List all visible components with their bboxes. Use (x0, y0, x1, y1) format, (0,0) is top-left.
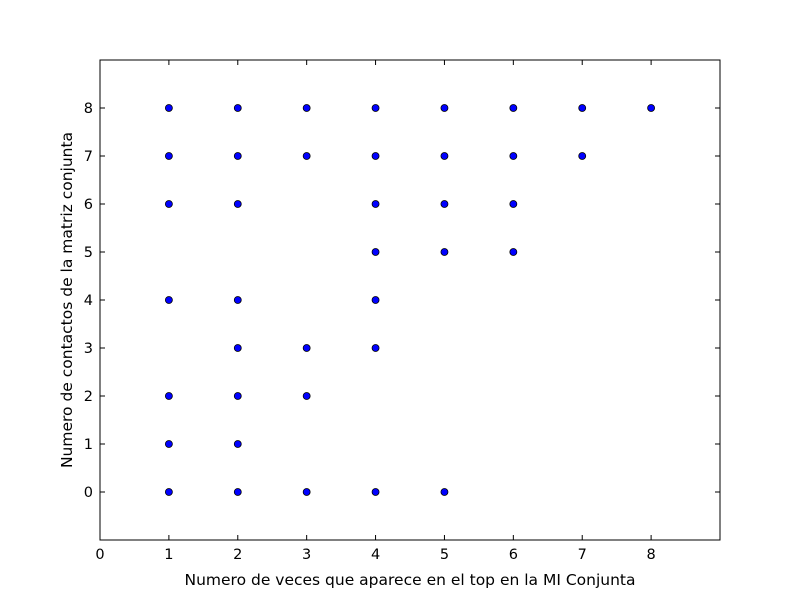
axis-ticks (99, 60, 720, 540)
x-tick-label: 1 (164, 547, 173, 563)
data-point (164, 200, 173, 208)
x-tick-label: 0 (95, 547, 104, 563)
data-point (371, 200, 380, 208)
y-tick-label: 2 (84, 389, 93, 405)
data-point (509, 248, 518, 256)
y-tick-label: 3 (84, 341, 93, 357)
data-point (371, 296, 380, 304)
data-point (233, 200, 242, 208)
y-tick-label: 5 (84, 245, 93, 261)
data-point (302, 344, 311, 352)
data-point (371, 488, 380, 496)
x-axis-label: Numero de veces que aparece en el top en… (184, 571, 635, 589)
y-tick-label: 8 (84, 101, 93, 117)
x-tick-label: 6 (509, 547, 518, 563)
data-point (440, 200, 449, 208)
data-point (578, 104, 587, 112)
x-tick-label: 2 (233, 547, 242, 563)
data-point (233, 104, 242, 112)
y-tick-label: 4 (84, 293, 93, 309)
x-tick-label: 7 (578, 547, 587, 563)
data-point (233, 392, 242, 400)
axes-frame (99, 59, 721, 541)
data-point (440, 152, 449, 160)
data-points (164, 104, 656, 496)
data-point (509, 200, 518, 208)
y-tick-label: 1 (84, 437, 93, 453)
data-point (302, 392, 311, 400)
data-point (164, 104, 173, 112)
data-point (440, 488, 449, 496)
data-point (164, 296, 173, 304)
x-tick-label: 8 (646, 547, 655, 563)
data-point (647, 104, 656, 112)
data-point (233, 488, 242, 496)
data-point (440, 104, 449, 112)
data-point (233, 152, 242, 160)
data-point (233, 344, 242, 352)
data-point (371, 104, 380, 112)
x-tick-label: 4 (371, 547, 380, 563)
data-point (509, 104, 518, 112)
data-point (302, 488, 311, 496)
data-point (302, 104, 311, 112)
data-point (233, 440, 242, 448)
data-point (302, 152, 311, 160)
data-point (164, 440, 173, 448)
data-point (440, 248, 449, 256)
y-tick-label: 0 (84, 485, 93, 501)
x-tick-label: 3 (302, 547, 311, 563)
data-point (164, 152, 173, 160)
data-point (371, 152, 380, 160)
x-tick-label: 5 (440, 547, 449, 563)
axis-tick-labels: 0 1 2 3 4 5 6 7 8 0 1 2 3 4 5 6 7 8 (84, 101, 656, 563)
data-point (509, 152, 518, 160)
y-axis-label: Numero de contactos de la matriz conjunt… (58, 132, 76, 468)
data-point (233, 296, 242, 304)
y-tick-label: 6 (84, 197, 93, 213)
y-tick-label: 7 (84, 149, 93, 165)
data-point (164, 392, 173, 400)
data-point (578, 152, 587, 160)
data-point (371, 344, 380, 352)
data-point (164, 488, 173, 496)
data-point (371, 248, 380, 256)
